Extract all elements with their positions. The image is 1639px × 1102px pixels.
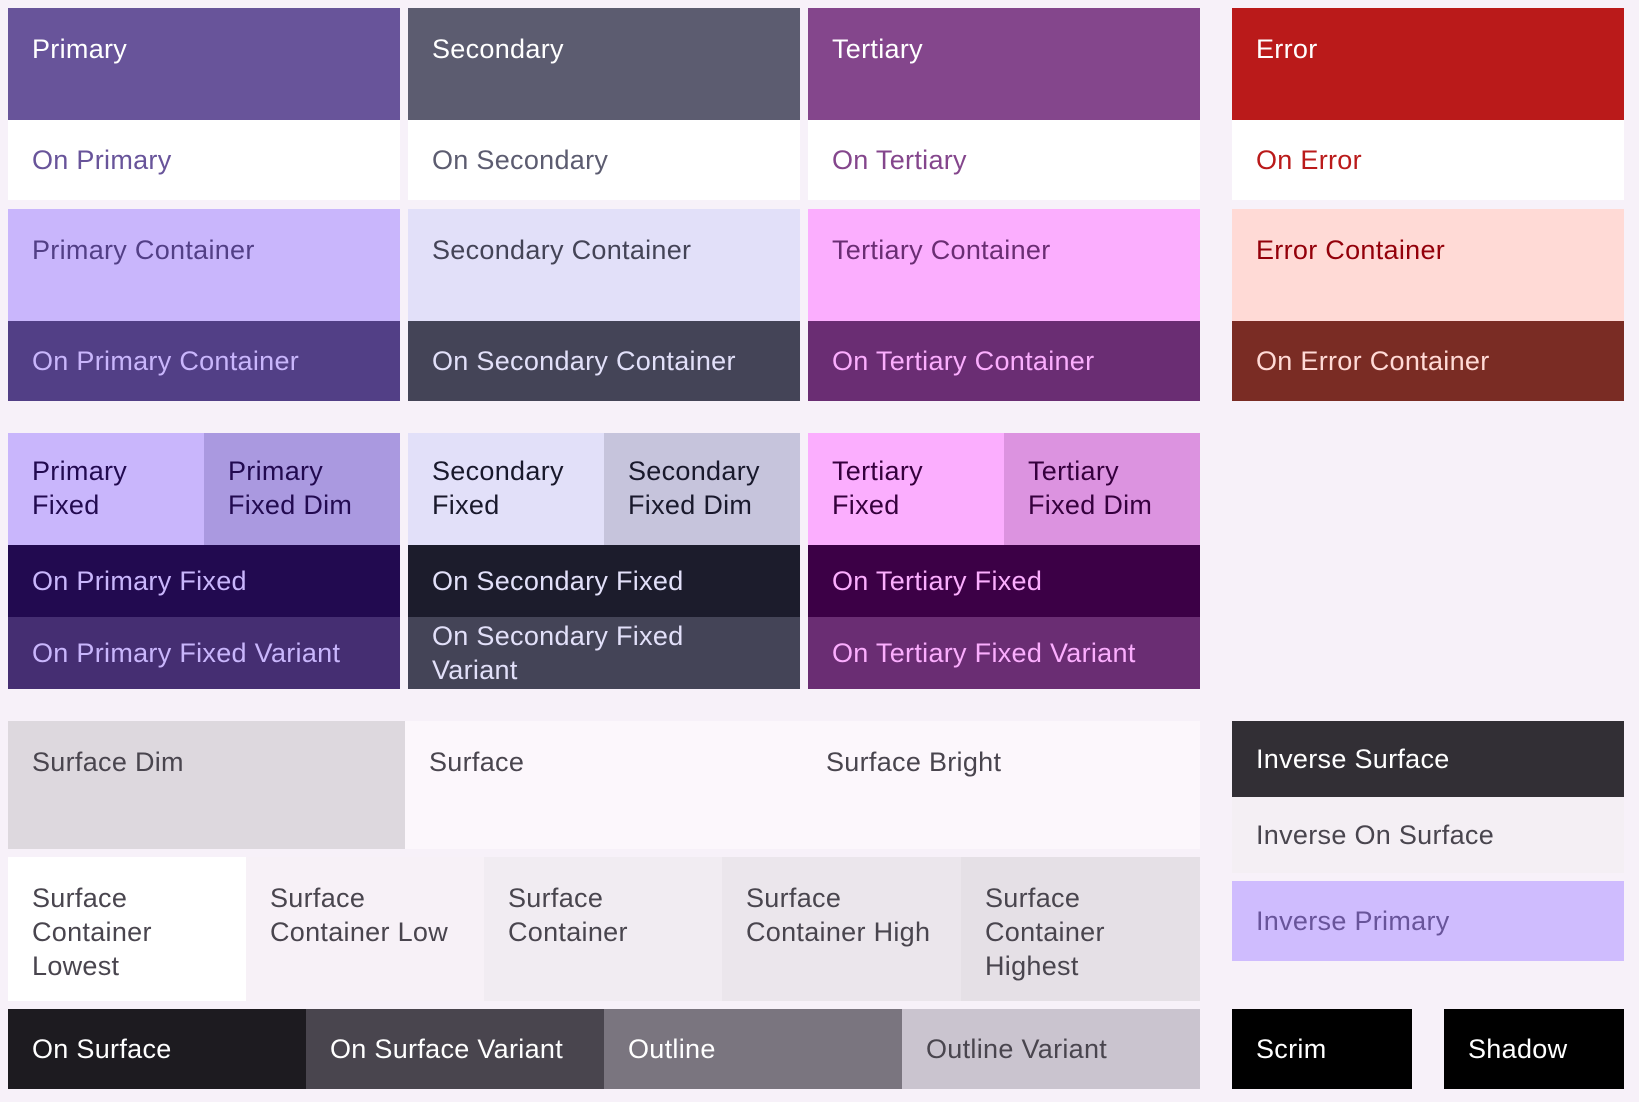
- on-primary-fixed-label: On Primary Fixed: [32, 566, 247, 596]
- on-surface-label: On Surface: [32, 1034, 172, 1064]
- error-container-swatch: Error Container: [1232, 209, 1624, 321]
- primary-label: Primary: [32, 34, 128, 64]
- on-primary-label: On Primary: [32, 145, 172, 175]
- surface-bright-label: Surface Bright: [826, 747, 1002, 777]
- secondary-swatch: Secondary: [408, 8, 800, 120]
- primary-swatch: Primary: [8, 8, 400, 120]
- surface-container-label: Surface Container: [508, 883, 628, 947]
- secondary-container-swatch: Secondary Container: [408, 209, 800, 321]
- surface-container-lowest-label: Surface Container Lowest: [32, 883, 152, 981]
- inverse-on-surface-label: Inverse On Surface: [1256, 820, 1495, 850]
- outline-label: Outline: [628, 1034, 716, 1064]
- on-surface-swatch: On Surface: [8, 1009, 306, 1089]
- surface-swatch: Surface: [405, 721, 802, 849]
- primary-fixed-swatch: Primary Fixed: [8, 433, 204, 545]
- inverse-surface-label: Inverse Surface: [1256, 744, 1450, 774]
- tertiary-label: Tertiary: [832, 34, 923, 64]
- error-container-label: Error Container: [1256, 235, 1446, 265]
- inverse-primary-label: Inverse Primary: [1256, 906, 1450, 936]
- surface-container-high-swatch: Surface Container High: [722, 857, 961, 1001]
- surface-label: Surface: [429, 747, 525, 777]
- error-swatch: Error: [1232, 8, 1624, 120]
- on-error-swatch: On Error: [1232, 120, 1624, 200]
- on-tertiary-fixed-variant-swatch: On Tertiary Fixed Variant: [808, 617, 1200, 689]
- outline-variant-label: Outline Variant: [926, 1034, 1108, 1064]
- tertiary-fixed-label: Tertiary Fixed: [832, 456, 923, 520]
- on-primary-swatch: On Primary: [8, 120, 400, 200]
- inverse-surface-swatch: Inverse Surface: [1232, 721, 1624, 797]
- surface-container-lowest-swatch: Surface Container Lowest: [8, 857, 246, 1001]
- shadow-label: Shadow: [1468, 1034, 1568, 1064]
- surface-container-highest-label: Surface Container Highest: [985, 883, 1105, 981]
- on-secondary-fixed-variant-label: On Secondary Fixed Variant: [432, 621, 684, 685]
- on-secondary-label: On Secondary: [432, 145, 609, 175]
- outline-swatch: Outline: [604, 1009, 902, 1089]
- inverse-on-surface-swatch: Inverse On Surface: [1232, 797, 1624, 873]
- surface-container-high-label: Surface Container High: [746, 883, 931, 947]
- on-error-container-swatch: On Error Container: [1232, 321, 1624, 401]
- primary-fixed-dim-swatch: Primary Fixed Dim: [204, 433, 400, 545]
- primary-container-label: Primary Container: [32, 235, 255, 265]
- tertiary-fixed-swatch: Tertiary Fixed: [808, 433, 1004, 545]
- secondary-container-label: Secondary Container: [432, 235, 692, 265]
- surface-dim-label: Surface Dim: [32, 747, 184, 777]
- on-tertiary-container-label: On Tertiary Container: [832, 346, 1095, 376]
- primary-container-swatch: Primary Container: [8, 209, 400, 321]
- on-secondary-fixed-swatch: On Secondary Fixed: [408, 545, 800, 617]
- secondary-fixed-swatch: Secondary Fixed: [408, 433, 604, 545]
- on-primary-container-swatch: On Primary Container: [8, 321, 400, 401]
- on-tertiary-container-swatch: On Tertiary Container: [808, 321, 1200, 401]
- tertiary-fixed-dim-label: Tertiary Fixed Dim: [1028, 456, 1153, 520]
- on-secondary-fixed-label: On Secondary Fixed: [432, 566, 684, 596]
- tertiary-container-swatch: Tertiary Container: [808, 209, 1200, 321]
- on-tertiary-fixed-variant-label: On Tertiary Fixed Variant: [832, 638, 1136, 668]
- surface-container-low-swatch: Surface Container Low: [246, 857, 484, 1001]
- on-error-container-label: On Error Container: [1256, 346, 1490, 376]
- scrim-label: Scrim: [1256, 1034, 1327, 1064]
- on-secondary-swatch: On Secondary: [408, 120, 800, 200]
- secondary-fixed-label: Secondary Fixed: [432, 456, 564, 520]
- on-tertiary-fixed-swatch: On Tertiary Fixed: [808, 545, 1200, 617]
- on-secondary-fixed-variant-swatch: On Secondary Fixed Variant: [408, 617, 800, 689]
- on-tertiary-swatch: On Tertiary: [808, 120, 1200, 200]
- on-error-label: On Error: [1256, 145, 1362, 175]
- tertiary-fixed-dim-swatch: Tertiary Fixed Dim: [1004, 433, 1200, 545]
- inverse-primary-swatch: Inverse Primary: [1232, 881, 1624, 961]
- secondary-fixed-dim-swatch: Secondary Fixed Dim: [604, 433, 800, 545]
- primary-fixed-dim-label: Primary Fixed Dim: [228, 456, 353, 520]
- secondary-label: Secondary: [432, 34, 564, 64]
- on-tertiary-label: On Tertiary: [832, 145, 967, 175]
- error-label: Error: [1256, 34, 1318, 64]
- on-tertiary-fixed-label: On Tertiary Fixed: [832, 566, 1043, 596]
- outline-variant-swatch: Outline Variant: [902, 1009, 1200, 1089]
- on-primary-fixed-swatch: On Primary Fixed: [8, 545, 400, 617]
- scrim-swatch: Scrim: [1232, 1009, 1412, 1089]
- on-surface-variant-swatch: On Surface Variant: [306, 1009, 604, 1089]
- surface-dim-swatch: Surface Dim: [8, 721, 405, 849]
- tertiary-container-label: Tertiary Container: [832, 235, 1051, 265]
- surface-container-low-label: Surface Container Low: [270, 883, 449, 947]
- on-primary-fixed-variant-swatch: On Primary Fixed Variant: [8, 617, 400, 689]
- on-secondary-container-label: On Secondary Container: [432, 346, 736, 376]
- surface-bright-swatch: Surface Bright: [802, 721, 1200, 849]
- primary-fixed-label: Primary Fixed: [32, 456, 128, 520]
- on-surface-variant-label: On Surface Variant: [330, 1034, 564, 1064]
- on-primary-container-label: On Primary Container: [32, 346, 300, 376]
- tertiary-swatch: Tertiary: [808, 8, 1200, 120]
- shadow-swatch: Shadow: [1444, 1009, 1624, 1089]
- secondary-fixed-dim-label: Secondary Fixed Dim: [628, 456, 760, 520]
- on-secondary-container-swatch: On Secondary Container: [408, 321, 800, 401]
- surface-container-highest-swatch: Surface Container Highest: [961, 857, 1200, 1001]
- on-primary-fixed-variant-label: On Primary Fixed Variant: [32, 638, 341, 668]
- surface-container-swatch: Surface Container: [484, 857, 722, 1001]
